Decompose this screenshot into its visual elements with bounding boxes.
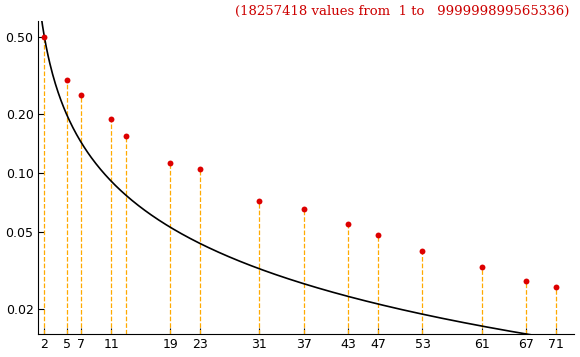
Point (477, 264, 487, 270)
Point (195, 166, 205, 172)
Point (77, 92, 86, 98)
Point (121, 133, 130, 139)
Point (374, 232, 383, 238)
Point (62, 77, 71, 83)
Text: (18257418 values from  1 to   999999899565336): (18257418 values from 1 to 9999998995653… (235, 5, 569, 18)
Point (299, 207, 309, 212)
Point (107, 116, 116, 121)
Point (521, 278, 531, 283)
Point (551, 284, 560, 290)
Point (166, 160, 175, 166)
Point (255, 198, 264, 203)
Point (344, 221, 353, 226)
Point (418, 248, 427, 253)
Point (39, 34, 49, 40)
